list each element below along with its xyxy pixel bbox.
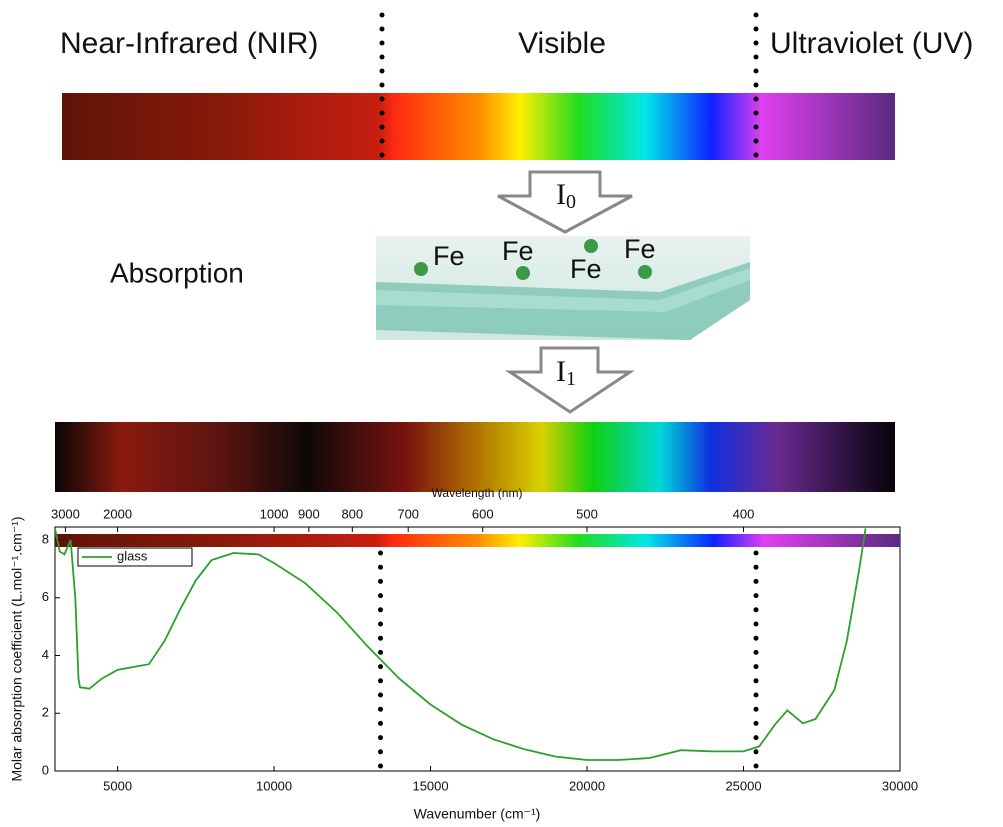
arrow — [497, 170, 633, 234]
x2-tick-label: 1000 — [260, 506, 289, 521]
x2-tick-label: 2000 — [103, 506, 132, 521]
x2-tick-label: 900 — [298, 506, 320, 521]
x-tick-label: 5000 — [103, 778, 132, 793]
fe-label: Fe — [624, 234, 656, 264]
fe-label: Fe — [502, 236, 534, 266]
y-tick-label: 0 — [42, 762, 49, 777]
visible-label: Visible — [518, 27, 606, 60]
x2-tick-label: 700 — [397, 506, 419, 521]
chart: Wavelength (nm) Wavenumber (cm⁻¹) Molar … — [9, 486, 918, 822]
i0: I0 — [556, 178, 576, 213]
y-tick-label: 6 — [42, 589, 49, 604]
plot-frame — [54, 526, 901, 772]
x-tick-label: 15000 — [412, 778, 448, 793]
transmitted-spectrum — [55, 422, 895, 492]
x-tick-label: 30000 — [882, 778, 918, 793]
legend-box — [77, 547, 193, 567]
glass — [376, 236, 750, 340]
x2-tick-label: 600 — [472, 506, 494, 521]
x-tick-label: 20000 — [569, 778, 605, 793]
x2-tick-label: 500 — [576, 506, 598, 521]
x2-tick-label: 3000 — [51, 506, 80, 521]
fe-ion — [584, 239, 598, 253]
x2-tick-label: 800 — [341, 506, 363, 521]
arrow — [505, 346, 635, 414]
fe-ion — [414, 262, 428, 276]
legend-label: glass — [117, 548, 148, 563]
y-tick-label: 8 — [42, 531, 49, 546]
i1: I1 — [556, 355, 576, 390]
fe-label: Fe — [570, 254, 602, 284]
y-label: Molar absorption coefficient (L.mol⁻¹.cm… — [9, 516, 25, 781]
x-label: Wavenumber (cm⁻¹) — [414, 806, 541, 822]
y-tick-label: 2 — [42, 705, 49, 720]
x2-label: Wavelength (nm) — [432, 486, 523, 500]
y-tick-label: 4 — [42, 647, 49, 662]
fe-ion — [638, 265, 652, 279]
sample-label: Absorption — [110, 257, 244, 288]
data-line — [55, 528, 867, 761]
nir-label: Near-Infrared (NIR) — [60, 27, 318, 60]
fe-label: Fe — [433, 241, 465, 271]
uv-label: Ultraviolet (UV) — [770, 27, 973, 60]
x2-tick-label: 400 — [733, 506, 755, 521]
fe-ion — [516, 266, 530, 280]
incident-spectrum — [62, 93, 895, 160]
x-tick-label: 10000 — [256, 778, 292, 793]
x-tick-label: 25000 — [725, 778, 761, 793]
spectrum-strip — [55, 534, 900, 547]
